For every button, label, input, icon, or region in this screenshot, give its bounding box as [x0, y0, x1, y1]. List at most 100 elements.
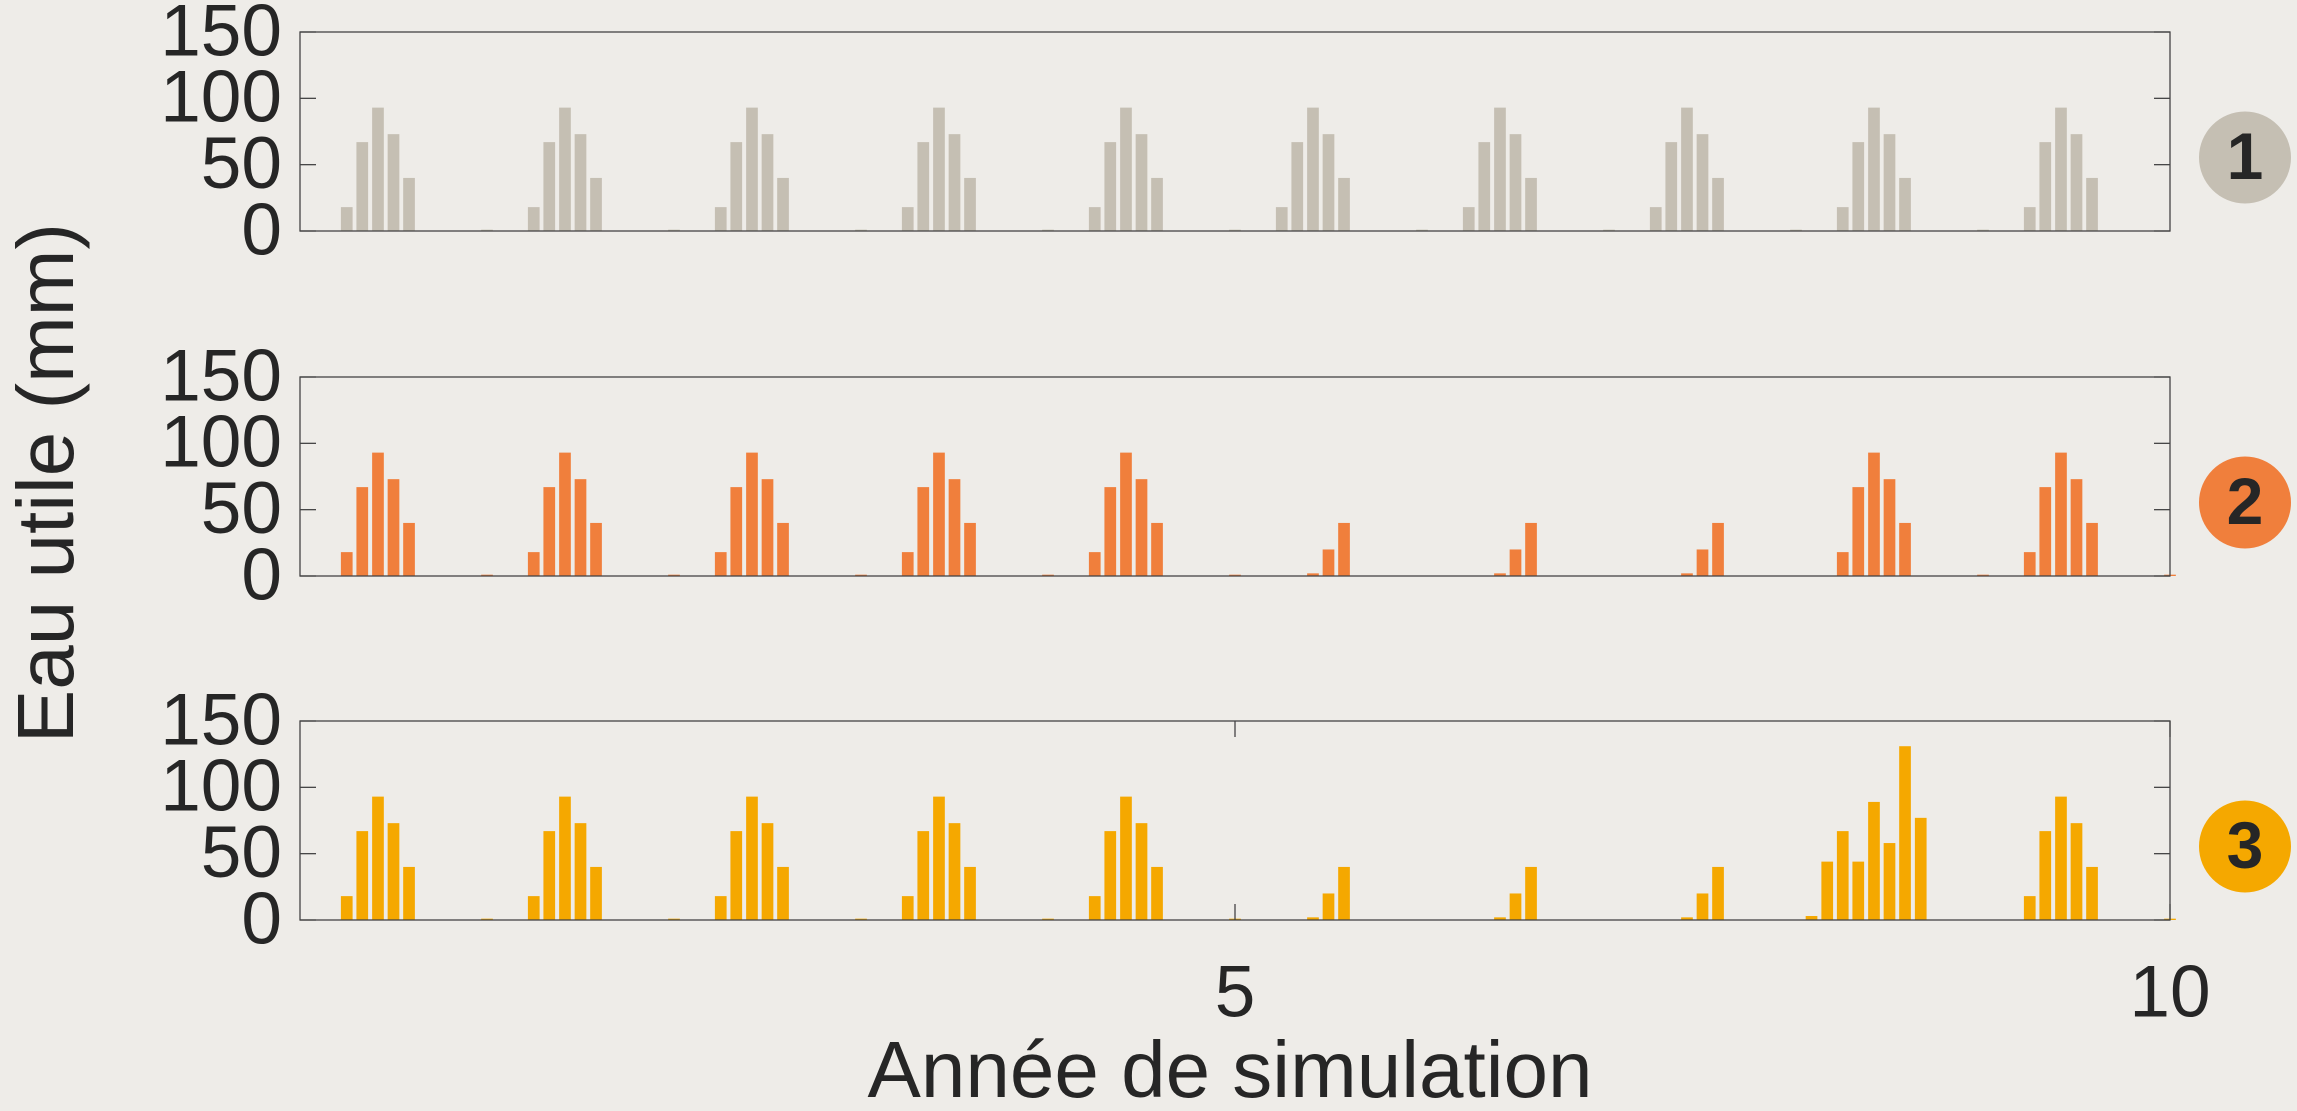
bar [2070, 134, 2083, 231]
bar [746, 796, 758, 920]
bar [1042, 229, 1054, 231]
bar [1151, 866, 1163, 920]
bar [1291, 142, 1304, 231]
bar [1151, 522, 1163, 576]
bar [1151, 177, 1163, 231]
bar [387, 823, 400, 920]
bar [761, 479, 774, 576]
bar [1899, 746, 1911, 920]
bar [1322, 893, 1335, 920]
y-tick-label: 100 [160, 402, 282, 483]
bar [1603, 229, 1615, 231]
bar [1322, 134, 1335, 231]
bar [403, 866, 415, 920]
bar [948, 479, 961, 576]
bar [964, 866, 976, 920]
badge-label: 1 [2227, 119, 2264, 193]
bar [1229, 574, 1241, 576]
bar [855, 574, 867, 576]
bar [1712, 177, 1724, 231]
bar [403, 522, 415, 576]
bar [901, 207, 914, 231]
bar [1307, 917, 1319, 920]
bar [948, 823, 961, 920]
bar [730, 142, 743, 231]
bar [543, 831, 556, 920]
bar [668, 918, 680, 920]
bar [559, 107, 571, 231]
bar [1852, 487, 1865, 576]
badge [2199, 111, 2291, 204]
bar [1899, 522, 1911, 576]
bar [1649, 207, 1662, 231]
bar [933, 107, 945, 231]
bar [2055, 107, 2067, 231]
bar [1135, 134, 1148, 231]
bar [1883, 479, 1896, 576]
bar [777, 522, 789, 576]
bar [1868, 452, 1880, 576]
bar [372, 452, 384, 576]
bar [777, 866, 789, 920]
bar [1712, 866, 1724, 920]
y-tick-label: 0 [241, 189, 282, 270]
bar [1462, 207, 1475, 231]
bar [2055, 796, 2067, 920]
y-axis-label: Eau utile (mm) [1, 223, 90, 743]
bar [1681, 107, 1693, 231]
y-tick-label: 150 [160, 679, 282, 760]
bar [1883, 843, 1896, 920]
bar [933, 452, 945, 576]
bar [964, 177, 976, 231]
bar [1509, 134, 1522, 231]
bar [714, 896, 727, 920]
bar [1696, 134, 1709, 231]
bar [1868, 801, 1880, 920]
bar [1042, 574, 1054, 576]
bar [948, 134, 961, 231]
bar [590, 177, 602, 231]
bar [1307, 573, 1319, 576]
bar [1104, 831, 1117, 920]
bar [730, 487, 743, 576]
badge [2199, 456, 2291, 549]
bar [1852, 142, 1865, 231]
bar [1229, 229, 1241, 231]
bar [1478, 142, 1491, 231]
bar [387, 479, 400, 576]
bar [356, 831, 369, 920]
bar [668, 229, 680, 231]
x-tick-label: 10 [2129, 951, 2210, 1032]
bar [481, 574, 493, 576]
bar [2023, 552, 2036, 576]
bar [2086, 522, 2098, 576]
bar [1525, 522, 1537, 576]
bar [761, 823, 774, 920]
bar [1977, 574, 1989, 576]
bar [2055, 452, 2067, 576]
bar [1494, 573, 1506, 576]
bar [1088, 207, 1101, 231]
bar [1681, 917, 1693, 920]
bar [714, 552, 727, 576]
bar [340, 896, 353, 920]
bar [1525, 866, 1537, 920]
bar [387, 134, 400, 231]
bar [1416, 229, 1428, 231]
bar [356, 142, 369, 231]
bar [1696, 893, 1709, 920]
badge [2199, 800, 2291, 893]
bar [1088, 552, 1101, 576]
bar [1852, 861, 1865, 920]
bar [1790, 229, 1802, 231]
bar [901, 552, 914, 576]
bar [340, 207, 353, 231]
bar [1120, 107, 1132, 231]
y-tick-label: 50 [201, 468, 282, 549]
bar [1338, 866, 1350, 920]
bar [1494, 917, 1506, 920]
bar [1821, 861, 1834, 920]
bar [1104, 142, 1117, 231]
y-tick-label: 0 [241, 534, 282, 615]
bar [855, 918, 867, 920]
